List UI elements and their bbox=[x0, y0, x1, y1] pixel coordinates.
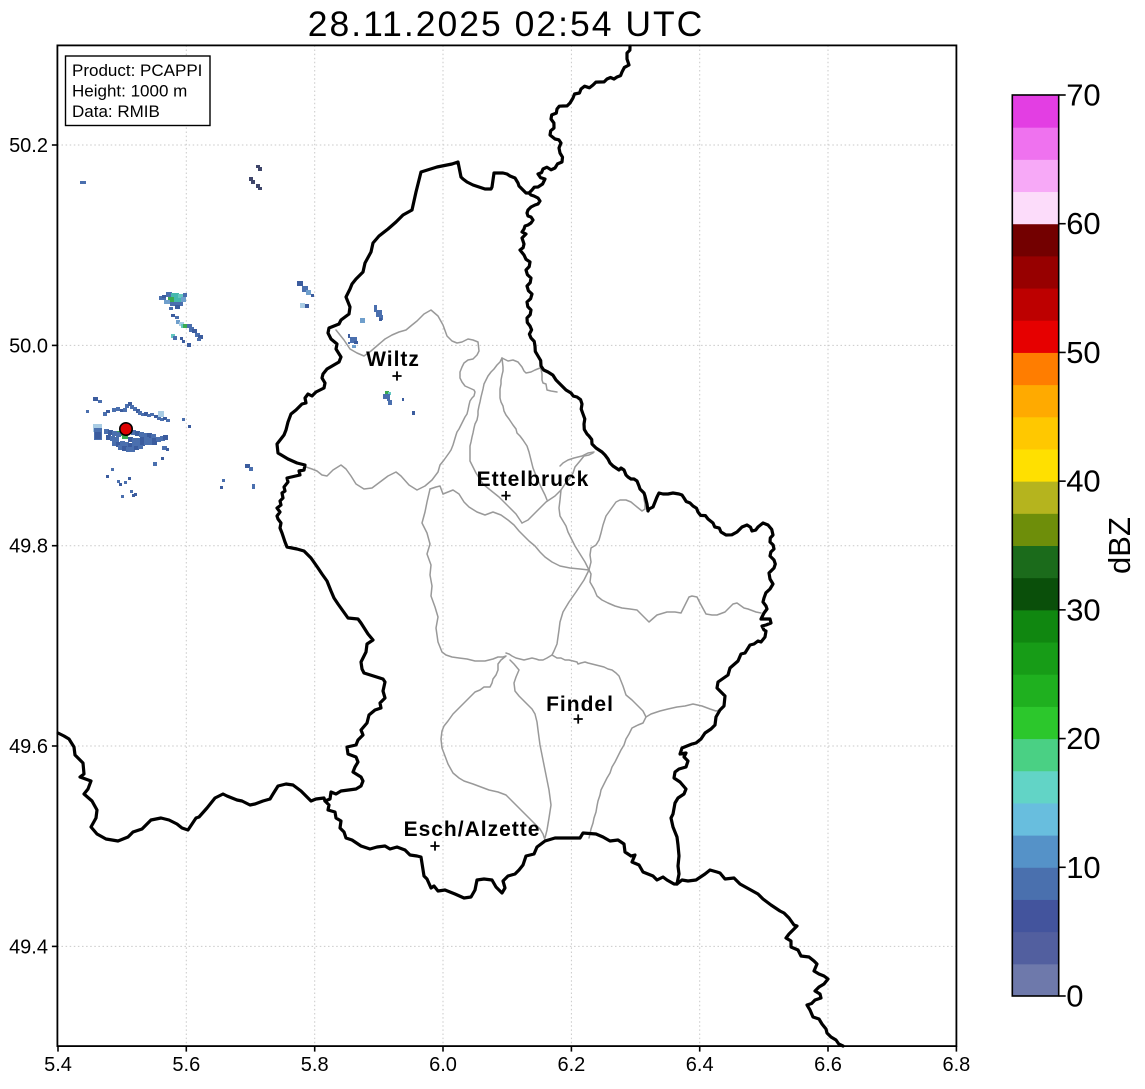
svg-text:28.11.2025 02:54 UTC: 28.11.2025 02:54 UTC bbox=[308, 4, 705, 44]
svg-text:Esch/Alzette: Esch/Alzette bbox=[404, 818, 541, 841]
svg-text:49.8: 49.8 bbox=[9, 536, 48, 558]
svg-text:Ettelbruck: Ettelbruck bbox=[477, 468, 590, 491]
svg-text:6.4: 6.4 bbox=[686, 1054, 714, 1076]
svg-text:6.8: 6.8 bbox=[942, 1054, 970, 1076]
svg-text:60: 60 bbox=[1066, 206, 1100, 241]
svg-text:Data: RMIB: Data: RMIB bbox=[72, 102, 160, 121]
svg-text:10: 10 bbox=[1066, 850, 1100, 885]
svg-text:Product: PCAPPI: Product: PCAPPI bbox=[72, 61, 202, 80]
svg-text:70: 70 bbox=[1066, 78, 1100, 113]
svg-text:Wiltz: Wiltz bbox=[366, 348, 420, 371]
svg-text:Height: 1000 m: Height: 1000 m bbox=[72, 81, 187, 100]
svg-text:5.4: 5.4 bbox=[44, 1054, 72, 1076]
svg-text:30: 30 bbox=[1066, 592, 1100, 627]
svg-text:5.6: 5.6 bbox=[172, 1054, 200, 1076]
svg-text:40: 40 bbox=[1066, 464, 1100, 499]
svg-text:6.6: 6.6 bbox=[814, 1054, 842, 1076]
svg-text:50: 50 bbox=[1066, 335, 1100, 370]
svg-text:dBZ: dBZ bbox=[1102, 517, 1137, 574]
svg-text:5.8: 5.8 bbox=[301, 1054, 329, 1076]
svg-text:Findel: Findel bbox=[546, 693, 614, 716]
svg-text:6.0: 6.0 bbox=[429, 1054, 457, 1076]
svg-text:0: 0 bbox=[1066, 979, 1083, 1014]
svg-text:49.6: 49.6 bbox=[9, 736, 48, 758]
svg-text:50.2: 50.2 bbox=[9, 135, 48, 157]
svg-text:50.0: 50.0 bbox=[9, 335, 48, 357]
svg-text:49.4: 49.4 bbox=[9, 936, 48, 958]
svg-text:6.2: 6.2 bbox=[557, 1054, 585, 1076]
svg-text:20: 20 bbox=[1066, 721, 1100, 756]
